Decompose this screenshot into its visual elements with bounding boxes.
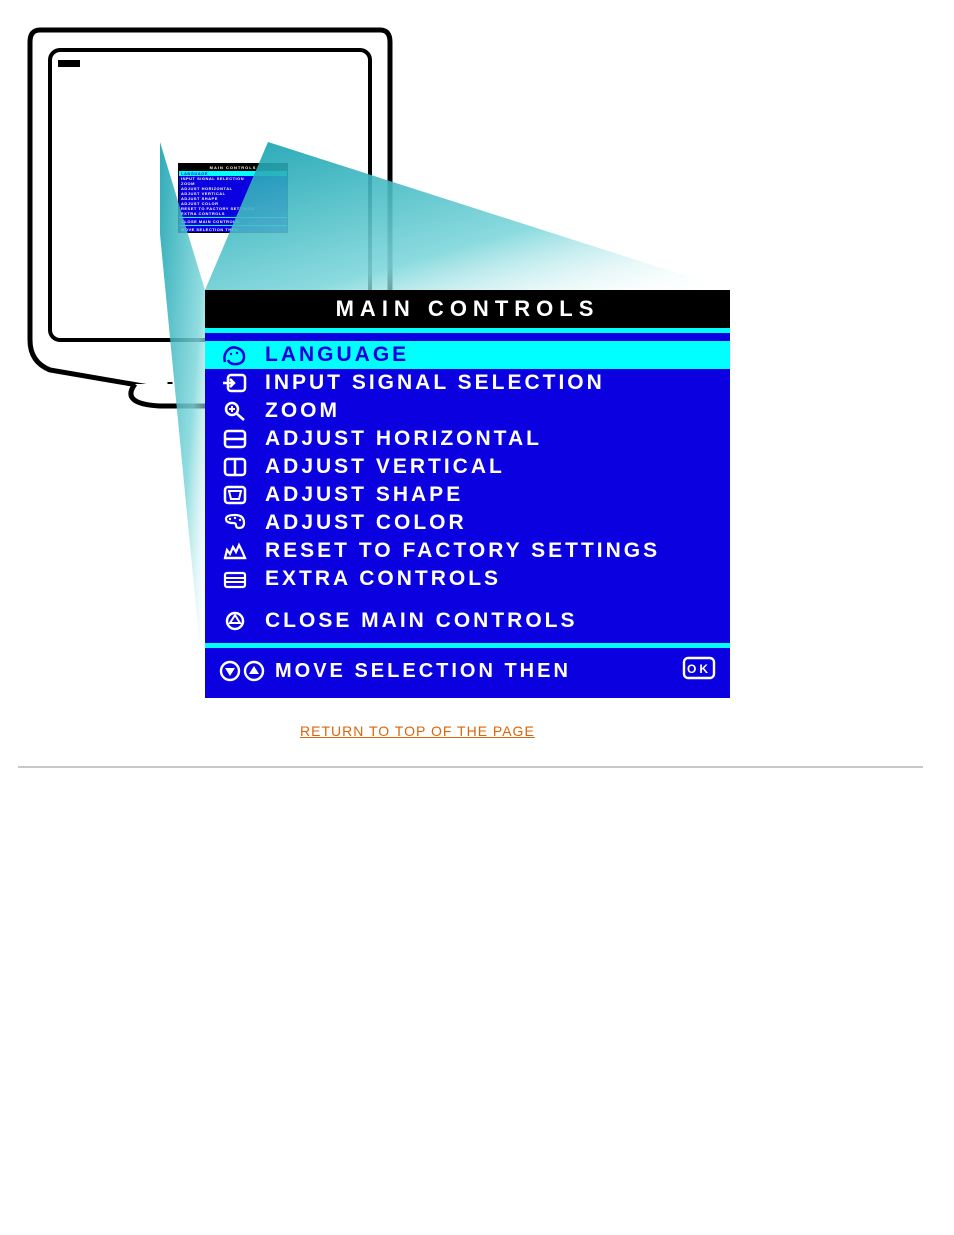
close-icon — [219, 608, 251, 634]
osd-item-adjust-shape[interactable]: ADJUST SHAPE — [205, 481, 730, 509]
osd-footer-label: MOVE SELECTION THEN — [275, 660, 571, 683]
adjust-color-icon — [219, 510, 251, 536]
language-icon — [219, 342, 251, 368]
osd-item-label: ADJUST VERTICAL — [265, 455, 505, 479]
mini-osd-title: MAIN CONTROLS — [179, 164, 287, 171]
osd-item-label: ADJUST COLOR — [265, 511, 467, 535]
mini-osd-row: EXTRA CONTROLS — [179, 211, 287, 216]
return-to-top-link[interactable]: RETURN TO TOP OF THE PAGE — [300, 723, 535, 739]
osd-body: LANGUAGE INPUT SIGNAL SELECTION ZOOM ADJ… — [205, 328, 730, 635]
osd-item-zoom[interactable]: ZOOM — [205, 397, 730, 425]
osd-item-adjust-h[interactable]: ADJUST HORIZONTAL — [205, 425, 730, 453]
osd-item-label: ZOOM — [265, 399, 340, 423]
adjust-shape-icon — [219, 482, 251, 508]
osd-item-label: ADJUST HORIZONTAL — [265, 427, 542, 451]
adjust-v-icon — [219, 454, 251, 480]
zoom-icon — [219, 398, 251, 424]
osd-item-label: LANGUAGE — [265, 343, 409, 367]
osd-item-input[interactable]: INPUT SIGNAL SELECTION — [205, 369, 730, 397]
svg-text:OK: OK — [687, 662, 711, 676]
adjust-h-icon — [219, 426, 251, 452]
osd-panel: MAIN CONTROLS LANGUAGE INPUT SIGNAL SELE… — [205, 290, 730, 698]
osd-item-adjust-color[interactable]: ADJUST COLOR — [205, 509, 730, 537]
mini-osd-footer: MOVE SELECTION THEN — [179, 227, 287, 232]
osd-item-label: RESET TO FACTORY SETTINGS — [265, 539, 660, 563]
osd-item-label: ADJUST SHAPE — [265, 483, 463, 507]
osd-item-label: EXTRA CONTROLS — [265, 567, 501, 591]
input-icon — [219, 370, 251, 396]
osd-title: MAIN CONTROLS — [205, 290, 730, 328]
osd-close-label: CLOSE MAIN CONTROLS — [265, 609, 578, 633]
osd-item-close[interactable]: CLOSE MAIN CONTROLS — [205, 607, 730, 635]
extra-icon — [219, 566, 251, 592]
nav-arrows-icon — [219, 660, 265, 682]
horizontal-rule — [18, 766, 923, 768]
osd-footer: MOVE SELECTION THEN OK — [205, 643, 730, 698]
mini-osd-close: CLOSE MAIN CONTROLS — [179, 219, 287, 224]
osd-item-label: INPUT SIGNAL SELECTION — [265, 371, 605, 395]
osd-item-language[interactable]: LANGUAGE — [205, 341, 730, 369]
reset-icon — [219, 538, 251, 564]
osd-item-extra[interactable]: EXTRA CONTROLS — [205, 565, 730, 593]
osd-item-adjust-v[interactable]: ADJUST VERTICAL — [205, 453, 730, 481]
ok-button-icon: OK — [682, 656, 716, 686]
mini-osd: MAIN CONTROLS LANGUAGE INPUT SIGNAL SELE… — [178, 163, 288, 233]
osd-item-reset[interactable]: RESET TO FACTORY SETTINGS — [205, 537, 730, 565]
